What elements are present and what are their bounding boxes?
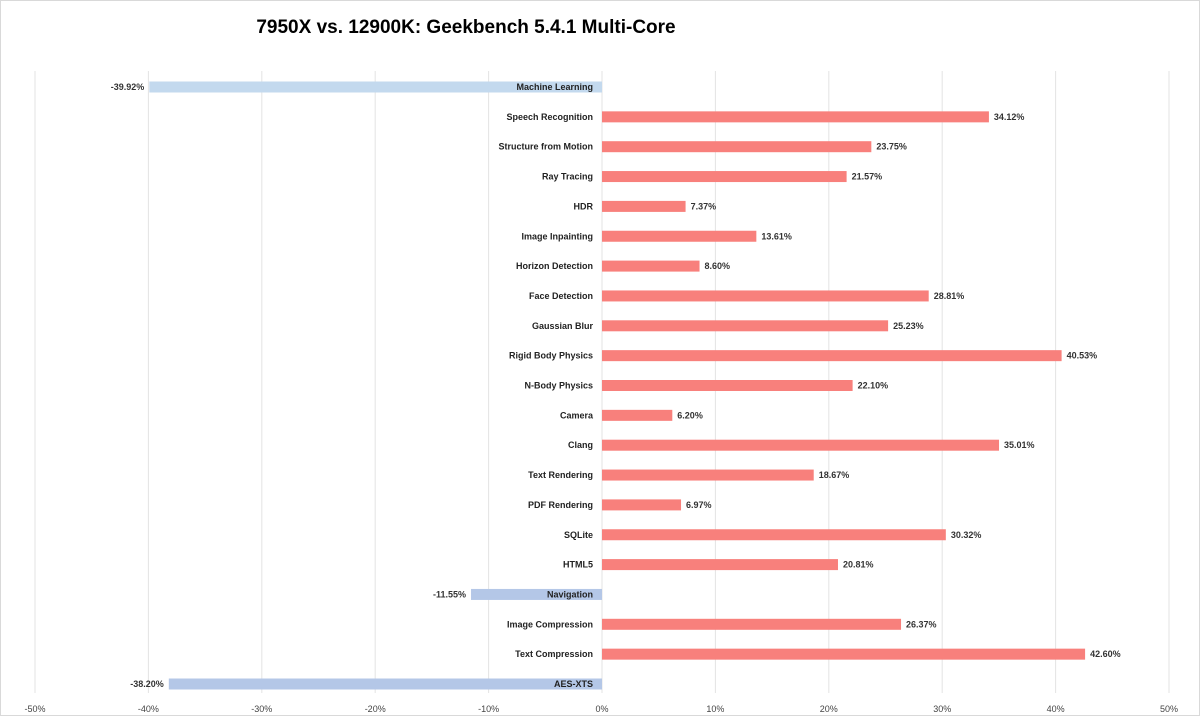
category-label: Text Rendering xyxy=(528,470,593,480)
bar xyxy=(602,290,929,302)
value-label: 42.60% xyxy=(1090,649,1121,659)
bar xyxy=(602,439,1000,451)
category-label: Structure from Motion xyxy=(499,142,594,152)
x-axis-tick-labels: -50% -40% -30% -20% -10% 0% 10% 20% 30% 40% 50% xyxy=(24,704,1178,714)
x-tick-label: 0% xyxy=(595,704,608,714)
x-tick-label: -50% xyxy=(24,704,45,714)
value-label: 6.97% xyxy=(686,500,712,510)
bar xyxy=(602,320,889,332)
category-label: Clang xyxy=(568,440,593,450)
value-label: 34.12% xyxy=(994,112,1025,122)
category-label: HTML5 xyxy=(563,560,593,570)
value-label: 25.23% xyxy=(893,321,924,331)
category-label: Machine Learning xyxy=(516,82,593,92)
value-label: 7.37% xyxy=(691,201,717,211)
bar xyxy=(602,409,673,421)
category-label: Gaussian Blur xyxy=(532,321,594,331)
category-label: PDF Rendering xyxy=(528,500,593,510)
value-label: -11.55% xyxy=(433,589,466,599)
category-label: Text Compression xyxy=(515,649,593,659)
bar xyxy=(602,380,853,391)
x-tick-label: 50% xyxy=(1160,704,1178,714)
x-tick-label: -30% xyxy=(251,704,272,714)
bar xyxy=(602,648,1086,660)
bar xyxy=(602,499,682,511)
category-label: HDR xyxy=(574,201,594,211)
category-label: Speech Recognition xyxy=(506,112,593,122)
x-tick-label: -20% xyxy=(365,704,386,714)
bar xyxy=(602,141,872,153)
category-label: Image Inpainting xyxy=(521,231,593,241)
bar xyxy=(602,230,757,242)
value-label: -39.92% xyxy=(111,82,145,92)
bar xyxy=(602,350,1062,362)
x-tick-label: 40% xyxy=(1047,704,1065,714)
x-tick-label: 20% xyxy=(820,704,838,714)
value-labels: -39.92% 34.12% 23.75% 21.57% 7.37% 13.61% 8.60… xyxy=(111,82,1121,689)
bar xyxy=(149,81,603,93)
value-label: 8.60% xyxy=(705,261,731,271)
value-label: 21.57% xyxy=(852,172,883,182)
bars xyxy=(149,81,1086,690)
bar xyxy=(602,618,902,630)
category-labels: Machine Learning Speech Recognition Struct… xyxy=(499,82,594,689)
bar xyxy=(602,171,847,183)
category-label: Face Detection xyxy=(529,291,593,301)
gridlines xyxy=(34,71,1170,693)
value-label: 35.01% xyxy=(1004,440,1035,450)
category-label: Navigation xyxy=(547,589,593,599)
value-label: 13.61% xyxy=(761,231,792,241)
category-label: Ray Tracing xyxy=(542,172,593,182)
category-label: Camera xyxy=(560,410,594,420)
category-label: AES-XTS xyxy=(554,679,593,689)
value-label: -38.20% xyxy=(130,679,164,689)
value-label: 26.37% xyxy=(906,619,937,629)
bar xyxy=(602,559,838,571)
value-label: 22.10% xyxy=(858,381,889,391)
bar xyxy=(168,678,602,690)
category-label: N-Body Physics xyxy=(524,381,593,391)
bar xyxy=(602,469,814,481)
category-label: SQLite xyxy=(564,530,593,540)
chart-title: 7950X vs. 12900K: Geekbench 5.4.1 Multi-… xyxy=(256,17,676,38)
value-label: 28.81% xyxy=(934,291,965,301)
value-label: 20.81% xyxy=(843,560,874,570)
bar xyxy=(471,588,602,600)
x-tick-label: 30% xyxy=(933,704,951,714)
value-label: 23.75% xyxy=(876,142,907,152)
value-label: 30.32% xyxy=(951,530,982,540)
category-label: Rigid Body Physics xyxy=(509,351,593,361)
bar xyxy=(602,260,700,272)
x-tick-label: -40% xyxy=(138,704,159,714)
x-tick-label: 10% xyxy=(706,704,724,714)
value-label: 18.67% xyxy=(819,470,850,480)
bar xyxy=(602,200,686,212)
category-label: Image Compression xyxy=(507,619,593,629)
category-label: Horizon Detection xyxy=(516,261,593,271)
x-tick-label: -10% xyxy=(478,704,499,714)
value-label: 6.20% xyxy=(677,410,703,420)
bar xyxy=(602,529,946,541)
bar xyxy=(602,111,989,123)
value-label: 40.53% xyxy=(1067,351,1098,361)
